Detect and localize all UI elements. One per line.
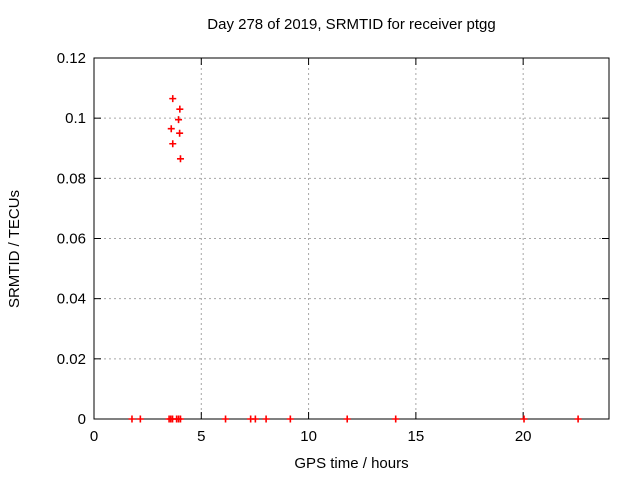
- gridlines: [94, 58, 609, 419]
- plot-border: [93, 57, 610, 420]
- y-tick-labels: 0 0.02 0.04 0.06 0.08 0.1 0.12: [57, 50, 86, 428]
- tick-marks: [93, 57, 609, 420]
- data-point-marker: [128, 415, 136, 423]
- data-point-marker: [169, 140, 177, 148]
- x-tick-label: 0: [90, 428, 98, 445]
- data-point-marker: [176, 105, 184, 113]
- data-point-marker: [176, 155, 184, 163]
- data-point-marker: [392, 415, 400, 423]
- data-point-marker: [167, 125, 175, 133]
- y-tick-label: 0.08: [57, 170, 86, 187]
- data-point-marker: [222, 415, 230, 423]
- data-point-marker: [251, 415, 259, 423]
- data-point-marker: [262, 415, 270, 423]
- data-point-marker: [176, 415, 184, 423]
- y-axis-label: SRMTID / TECUs: [6, 189, 23, 309]
- x-tick-label: 10: [300, 428, 317, 445]
- data-point-marker: [286, 415, 294, 423]
- x-tick-labels: 0 5 10 15 20: [90, 428, 532, 445]
- x-tick-label: 20: [515, 428, 532, 445]
- y-tick-label: 0.06: [57, 231, 86, 248]
- data-point-marker: [574, 415, 582, 423]
- data-point-marker: [136, 415, 144, 423]
- y-tick-label: 0: [78, 411, 86, 428]
- data-point-marker: [169, 95, 177, 103]
- y-tick-label: 0.02: [57, 351, 86, 368]
- x-tick-label: 15: [408, 428, 425, 445]
- chart-title: Day 278 of 2019, SRMTID for receiver ptg…: [207, 16, 496, 33]
- x-axis-label: GPS time / hours: [294, 455, 409, 472]
- data-point-marker: [520, 415, 528, 423]
- y-tick-label: 0.12: [57, 50, 86, 67]
- x-tick-label: 5: [197, 428, 205, 445]
- data-point-marker: [176, 129, 184, 137]
- y-tick-label: 0.04: [57, 291, 86, 308]
- data-points: [128, 95, 582, 423]
- y-tick-label: 0.1: [65, 110, 86, 127]
- data-point-marker: [175, 116, 183, 124]
- data-point-marker: [343, 415, 351, 423]
